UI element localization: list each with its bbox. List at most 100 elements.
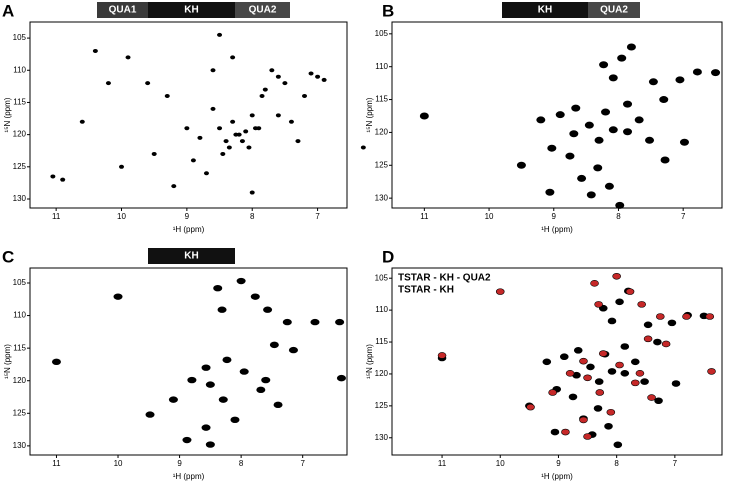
peak bbox=[547, 144, 557, 152]
peak bbox=[336, 374, 346, 382]
peak bbox=[217, 306, 227, 313]
plot-frame bbox=[391, 21, 723, 209]
domain-label: QUA1 bbox=[109, 5, 137, 16]
peak bbox=[643, 321, 653, 329]
peak bbox=[187, 376, 197, 384]
domain-bar bbox=[148, 2, 235, 18]
peak bbox=[273, 401, 283, 409]
peak bbox=[263, 306, 273, 313]
peak bbox=[190, 158, 196, 163]
peak bbox=[601, 108, 611, 116]
peak bbox=[262, 87, 268, 92]
peak bbox=[640, 378, 649, 385]
peak bbox=[145, 411, 155, 418]
peak bbox=[671, 380, 681, 387]
peak bbox=[125, 55, 131, 60]
peak bbox=[213, 284, 223, 292]
domain-bar bbox=[235, 2, 290, 18]
y-tick-label: 120 bbox=[13, 376, 27, 385]
domain-bar bbox=[97, 2, 148, 18]
peak bbox=[707, 368, 716, 375]
x-tick-label: 9 bbox=[177, 459, 182, 468]
peak bbox=[145, 81, 151, 86]
peak bbox=[217, 126, 223, 131]
peak bbox=[119, 164, 125, 169]
peak bbox=[252, 126, 258, 131]
y-tick-label: 115 bbox=[13, 98, 26, 107]
peak bbox=[223, 139, 229, 144]
y-tick-label: 130 bbox=[13, 441, 27, 450]
peak bbox=[50, 174, 56, 179]
peak bbox=[607, 317, 617, 325]
y-axis-label: ¹⁵N (ppm) bbox=[3, 97, 12, 132]
peak bbox=[201, 364, 211, 371]
peak bbox=[197, 135, 203, 140]
peak bbox=[275, 113, 281, 118]
peak bbox=[79, 119, 85, 124]
y-tick-label: 120 bbox=[375, 369, 389, 378]
peak bbox=[606, 408, 616, 416]
y-axis-label: ¹⁵N (ppm) bbox=[365, 97, 374, 132]
peak bbox=[205, 441, 215, 448]
peak bbox=[586, 363, 595, 371]
peak bbox=[184, 126, 190, 131]
x-tick-label: 10 bbox=[496, 459, 505, 468]
y-tick-label: 125 bbox=[13, 408, 27, 417]
peak bbox=[171, 184, 177, 189]
x-tick-label: 11 bbox=[52, 212, 61, 221]
peak bbox=[437, 352, 447, 359]
peak bbox=[230, 55, 236, 60]
peak bbox=[565, 370, 575, 377]
peak bbox=[310, 318, 320, 326]
panel-label: B bbox=[382, 1, 394, 20]
peak bbox=[105, 81, 111, 86]
domain-bar bbox=[502, 2, 588, 18]
y-tick-label: 110 bbox=[375, 305, 388, 314]
peak bbox=[579, 416, 588, 424]
peak bbox=[675, 76, 685, 84]
y-tick-label: 130 bbox=[375, 433, 389, 442]
peak bbox=[250, 293, 260, 300]
x-tick-label: 10 bbox=[485, 212, 494, 221]
peak bbox=[617, 54, 627, 62]
y-tick-label: 115 bbox=[375, 95, 388, 104]
y-tick-label: 125 bbox=[375, 160, 389, 169]
x-tick-label: 11 bbox=[52, 459, 61, 468]
peak bbox=[637, 301, 646, 308]
peak bbox=[660, 156, 670, 164]
peak bbox=[315, 74, 321, 79]
domain-bar bbox=[588, 2, 640, 18]
peak bbox=[536, 116, 546, 124]
y-tick-label: 110 bbox=[13, 65, 26, 74]
peak bbox=[60, 177, 66, 182]
peak bbox=[579, 357, 588, 365]
peak bbox=[595, 389, 605, 396]
x-tick-label: 8 bbox=[250, 212, 255, 221]
peak bbox=[201, 424, 211, 431]
peak bbox=[586, 191, 596, 199]
x-tick-label: 7 bbox=[673, 459, 678, 468]
x-axis-label: ¹H (ppm) bbox=[173, 472, 205, 481]
x-axis-label: ¹H (ppm) bbox=[541, 472, 573, 481]
peak bbox=[615, 298, 624, 306]
x-tick-label: 11 bbox=[438, 459, 447, 468]
peak bbox=[261, 376, 271, 384]
peak bbox=[222, 356, 232, 364]
domain-label: KH bbox=[184, 5, 198, 16]
peak bbox=[282, 81, 288, 86]
peak bbox=[623, 100, 633, 108]
peak bbox=[239, 139, 245, 144]
peak bbox=[643, 335, 653, 343]
peak bbox=[584, 121, 594, 129]
peak bbox=[630, 358, 640, 366]
domain-label: QUA2 bbox=[249, 5, 277, 16]
peak bbox=[113, 293, 123, 300]
peak bbox=[269, 341, 279, 349]
peak bbox=[288, 119, 294, 124]
peak bbox=[679, 138, 689, 146]
peak bbox=[568, 393, 578, 401]
x-axis-label: ¹H (ppm) bbox=[541, 225, 573, 234]
peak bbox=[565, 152, 575, 160]
peak bbox=[335, 318, 345, 326]
